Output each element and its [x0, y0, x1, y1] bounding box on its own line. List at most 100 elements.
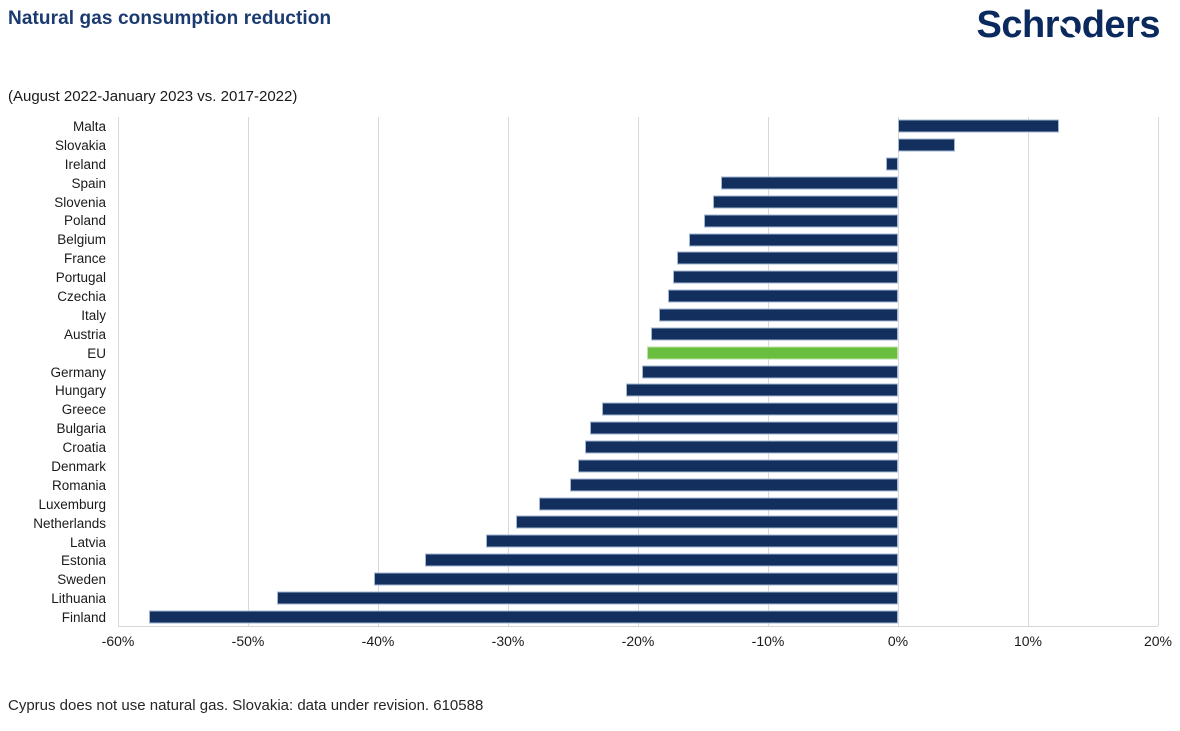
- x-tick-label: 20%: [1143, 633, 1173, 649]
- bar-eu: [647, 346, 898, 360]
- bar-france: [677, 251, 898, 265]
- bar-row-belgium: [118, 230, 1158, 249]
- bar-ireland: [886, 157, 898, 171]
- x-tick-label: -40%: [361, 633, 395, 649]
- bar-row-germany: [118, 362, 1158, 381]
- bar-row-malta: [118, 117, 1158, 136]
- gridline--20: [638, 117, 639, 626]
- x-tick-label: -30%: [491, 633, 525, 649]
- bar-row-slovenia: [118, 192, 1158, 211]
- y-axis-label-lithuania: Lithuania: [51, 591, 106, 607]
- bar-row-luxemburg: [118, 494, 1158, 513]
- bar-hungary: [626, 383, 898, 397]
- y-axis-label-denmark: Denmark: [51, 458, 106, 474]
- bar-row-hungary: [118, 381, 1158, 400]
- bar-row-greece: [118, 400, 1158, 419]
- bar-greece: [601, 402, 898, 416]
- bar-row-croatia: [118, 438, 1158, 457]
- y-axis-label-ireland: Ireland: [64, 156, 106, 172]
- bar-latvia: [485, 534, 898, 548]
- y-axis-label-greece: Greece: [61, 402, 106, 418]
- y-axis-label-germany: Germany: [50, 364, 106, 380]
- bar-spain: [721, 176, 898, 190]
- bar-czechia: [667, 289, 898, 303]
- bar-row-latvia: [118, 532, 1158, 551]
- gridline--40: [378, 117, 379, 626]
- bar-row-sweden: [118, 570, 1158, 589]
- bar-sweden: [374, 572, 898, 586]
- x-tick-label: -50%: [231, 633, 265, 649]
- y-axis-labels: Malta Slovakia Ireland Spain Slovenia Poland B…: [0, 117, 112, 627]
- y-axis-label-slovakia: Slovakia: [54, 137, 106, 153]
- bar-row-finland: [118, 607, 1158, 626]
- gridline--30: [508, 117, 509, 626]
- bar-lithuania: [276, 591, 898, 605]
- bar-row-eu: [118, 343, 1158, 362]
- x-tick-label: 10%: [1013, 633, 1043, 649]
- footnote-text: Cyprus does not use natural gas. Slovaki…: [8, 697, 484, 714]
- gridline--60: [118, 117, 119, 626]
- bar-row-lithuania: [118, 588, 1158, 607]
- gridline--50: [248, 117, 249, 626]
- bar-croatia: [584, 440, 898, 454]
- bar-row-denmark: [118, 456, 1158, 475]
- y-axis-label-luxemburg: Luxemburg: [38, 496, 106, 512]
- bar-italy: [658, 308, 898, 322]
- bar-denmark: [578, 459, 898, 473]
- bar-portugal: [673, 270, 898, 284]
- x-tick-label: -60%: [101, 633, 135, 649]
- bar-estonia: [424, 553, 898, 567]
- bar-row-bulgaria: [118, 419, 1158, 438]
- plot-area: [118, 117, 1159, 627]
- y-axis-label-france: France: [63, 251, 106, 267]
- bar-row-czechia: [118, 287, 1158, 306]
- y-axis-label-netherlands: Netherlands: [33, 515, 106, 531]
- chart-subtitle: (August 2022-January 2023 vs. 2017-2022): [8, 88, 298, 105]
- bar-slovenia: [713, 195, 898, 209]
- y-axis-label-estonia: Estonia: [60, 553, 106, 569]
- bar-germany: [641, 365, 898, 379]
- y-axis-label-spain: Spain: [71, 175, 106, 191]
- y-axis-label-finland: Finland: [61, 610, 106, 626]
- y-axis-label-malta: Malta: [72, 118, 106, 134]
- y-axis-label-austria: Austria: [63, 326, 106, 342]
- gridline-10: [1028, 117, 1029, 626]
- bar-rows: [118, 117, 1158, 626]
- gridline-20: [1158, 117, 1159, 626]
- bar-row-estonia: [118, 551, 1158, 570]
- x-tick-label: 0%: [887, 633, 909, 649]
- y-axis-label-bulgaria: Bulgaria: [56, 421, 106, 437]
- y-axis-label-italy: Italy: [81, 307, 106, 323]
- x-tick-label: -20%: [621, 633, 655, 649]
- bar-row-italy: [118, 306, 1158, 325]
- x-tick-label: -10%: [751, 633, 785, 649]
- bar-row-romania: [118, 475, 1158, 494]
- bar-slovakia: [898, 138, 956, 152]
- y-axis-label-slovenia: Slovenia: [54, 194, 106, 210]
- y-axis-label-portugal: Portugal: [55, 270, 106, 286]
- page-title: Natural gas consumption reduction: [8, 8, 332, 29]
- bar-romania: [570, 478, 898, 492]
- bar-row-poland: [118, 211, 1158, 230]
- bar-row-france: [118, 249, 1158, 268]
- x-axis-labels: -60% -50% -40% -30% -20% -10% 0% 10% 20%: [102, 633, 1172, 653]
- bar-poland: [704, 214, 898, 228]
- logo-slashed-o: o: [1059, 4, 1082, 46]
- y-axis-label-hungary: Hungary: [54, 383, 106, 399]
- bar-row-ireland: [118, 155, 1158, 174]
- y-axis-label-czechia: Czechia: [57, 288, 106, 304]
- bar-austria: [651, 327, 898, 341]
- y-axis-label-croatia: Croatia: [62, 440, 106, 456]
- bar-netherlands: [515, 515, 898, 529]
- y-axis-label-eu: EU: [87, 345, 106, 361]
- y-axis-label-poland: Poland: [63, 213, 106, 229]
- bar-luxemburg: [539, 497, 898, 511]
- y-axis-label-romania: Romania: [51, 477, 106, 493]
- bar-bulgaria: [589, 421, 898, 435]
- bar-row-slovakia: [118, 136, 1158, 155]
- bar-row-spain: [118, 174, 1158, 193]
- y-axis-label-latvia: Latvia: [69, 534, 106, 550]
- gridline-0: [898, 117, 899, 626]
- y-axis-label-sweden: Sweden: [57, 572, 106, 588]
